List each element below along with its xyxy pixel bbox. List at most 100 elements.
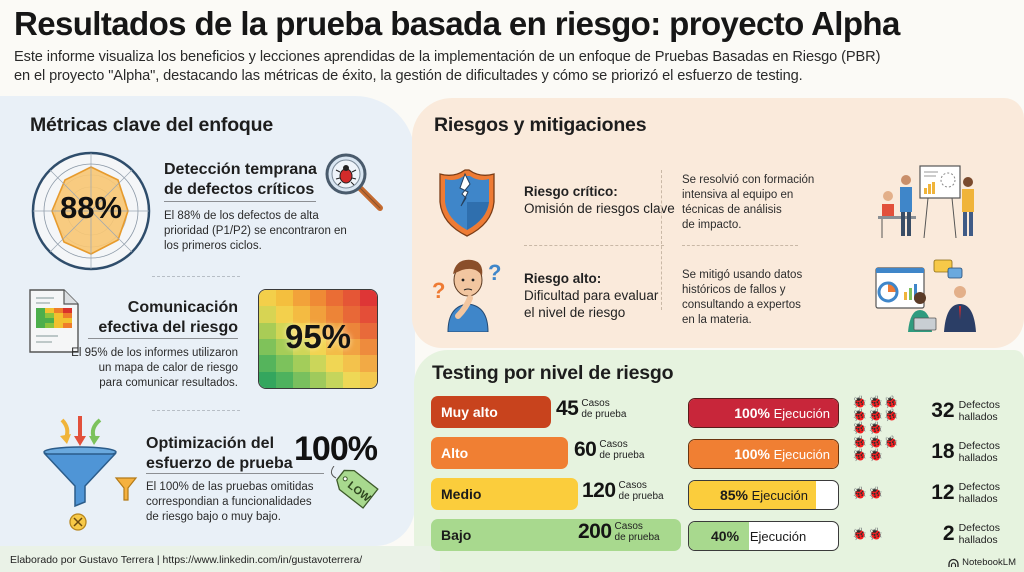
execution-text: 40% Ejecución bbox=[711, 522, 806, 550]
label-line: hallados bbox=[958, 493, 998, 505]
cases-number: 200 bbox=[578, 520, 612, 543]
desc-line: El 100% de las pruebas omitidas bbox=[146, 481, 314, 493]
bug-icon: 🐞 bbox=[867, 448, 883, 462]
risk-critical-label: Riesgo crítico: Omisión de riesgos clave bbox=[524, 183, 675, 217]
label-line: hallados bbox=[958, 452, 998, 464]
divider bbox=[661, 170, 662, 310]
heading-line: efectiva del riesgo bbox=[98, 319, 238, 336]
execution-fill bbox=[689, 522, 749, 550]
label-line: hallados bbox=[958, 534, 998, 546]
label-line: Defectos bbox=[958, 440, 1000, 452]
divider bbox=[682, 245, 798, 246]
risk-desc: Omisión de riesgos clave bbox=[524, 201, 675, 216]
defects-label: Defectos hallados bbox=[959, 440, 1000, 464]
divider bbox=[524, 245, 664, 246]
cases-number: 120 bbox=[582, 479, 616, 502]
page-title: Resultados de la prueba basada en riesgo… bbox=[14, 5, 900, 42]
level-bar-alto: Alto bbox=[431, 437, 568, 469]
risk-desc: el nivel de riesgo bbox=[524, 305, 626, 320]
cases-count: 60 Casos de prueba bbox=[574, 438, 644, 462]
bug-icon: 🐞 bbox=[867, 408, 883, 422]
divider bbox=[146, 473, 324, 474]
cases-label: Casos de prueba bbox=[615, 521, 660, 543]
defects-count: 12 Defectos hallados bbox=[900, 481, 1000, 505]
execution-percent: 40% bbox=[711, 528, 740, 544]
broken-shield-icon bbox=[439, 169, 495, 237]
bug-icons: 🐞 🐞 bbox=[852, 528, 914, 541]
label-line: Defectos bbox=[958, 522, 1000, 534]
execution-percent: 85% bbox=[719, 487, 748, 503]
metric-heading: Detección temprana de defectos críticos bbox=[164, 160, 317, 200]
execution-fill bbox=[689, 399, 838, 427]
level-bar-muy-alto: Muy alto bbox=[431, 396, 551, 428]
defects-count: 2 Defectos hallados bbox=[900, 522, 1000, 546]
mitigation-line: de impacto. bbox=[682, 219, 742, 231]
bug-icons: 🐞 🐞 bbox=[852, 487, 914, 500]
team-training-illustration bbox=[878, 165, 974, 239]
risk-high-label: Riesgo alto: Dificultad para evaluar el … bbox=[524, 270, 658, 321]
author-credit: Elaborado por Gustavo Terrera | https://… bbox=[10, 554, 363, 566]
defects-number: 2 bbox=[942, 522, 955, 545]
desc-line: de riesgo bajo o muy bajo. bbox=[146, 511, 281, 523]
label-line: Casos bbox=[614, 521, 643, 532]
bug-icon: 🐞 bbox=[867, 421, 883, 435]
cases-label: Casos de prueba bbox=[599, 439, 644, 461]
mitigation-line: en la materia. bbox=[682, 314, 752, 326]
label-line: de prueba bbox=[618, 491, 664, 502]
bug-icons: 🐞 🐞 🐞 🐞 🐞 🐞 🐞 🐞 bbox=[852, 396, 914, 435]
mitigation-line: Se mitigó usando datos bbox=[682, 269, 803, 281]
metric-description: El 100% de las pruebas omitidas correspo… bbox=[146, 480, 314, 525]
risk-desc: Dificultad para evaluar bbox=[524, 288, 659, 303]
execution-label: Ejecución bbox=[749, 529, 807, 544]
header: Resultados de la prueba basada en riesgo… bbox=[14, 4, 1014, 86]
brand-label: NotebookLM bbox=[962, 557, 1016, 568]
label-line: Defectos bbox=[958, 399, 1000, 411]
desc-line: un mapa de calor de riesgo bbox=[98, 362, 238, 374]
testing-section-title: Testing por nivel de riesgo bbox=[432, 362, 674, 384]
divider bbox=[88, 338, 238, 339]
mitigation-line: técnicas de análisis bbox=[682, 204, 782, 216]
label-line: hallados bbox=[958, 411, 998, 423]
svg-text:?: ? bbox=[488, 260, 501, 285]
bug-icon: 🐞 bbox=[867, 527, 883, 541]
desc-line: prioridad (P1/P2) se encontraron en bbox=[164, 225, 347, 237]
bug-icon: 🐞 bbox=[852, 421, 867, 435]
label-line: de prueba bbox=[581, 409, 627, 420]
defects-label: Defectos hallados bbox=[959, 481, 1000, 505]
defects-label: Defectos hallados bbox=[959, 399, 1000, 423]
label-line: Defectos bbox=[958, 481, 1000, 493]
execution-fill bbox=[689, 481, 816, 509]
level-bar-bajo: Bajo bbox=[431, 519, 681, 551]
metric-heading: Comunicación efectiva del riesgo bbox=[80, 298, 238, 338]
defects-count: 32 Defectos hallados bbox=[900, 399, 1000, 423]
bug-icon: 🐞 bbox=[852, 395, 867, 409]
bug-icon: 🐞 bbox=[883, 408, 899, 422]
heading-line: Optimización del bbox=[146, 435, 275, 452]
mitigation-line: históricos de fallos y bbox=[682, 284, 786, 296]
funnel-icon bbox=[43, 416, 138, 531]
cases-count: 120 Casos de prueba bbox=[582, 479, 664, 503]
footer-band bbox=[0, 546, 440, 572]
defects-number: 18 bbox=[931, 440, 955, 463]
bug-icon: 🐞 bbox=[852, 408, 867, 422]
subtitle-line: en el proyecto "Alpha", destacando las m… bbox=[14, 68, 803, 84]
desc-line: correspondian a funcionalidades bbox=[146, 496, 312, 508]
desc-line: los primeros ciclos. bbox=[164, 240, 262, 252]
risks-section-title: Riesgos y mitigaciones bbox=[434, 114, 647, 136]
bug-icon: 🐞 bbox=[867, 395, 883, 409]
subtitle-line: Este informe visualiza los beneficios y … bbox=[14, 49, 881, 65]
desc-line: para comunicar resultados. bbox=[99, 377, 238, 389]
execution-percent: 100% bbox=[734, 405, 770, 421]
desc-line: El 88% de los defectos de alta bbox=[164, 210, 319, 222]
magnifier-bug-icon bbox=[325, 153, 383, 211]
bug-icon: 🐞 bbox=[852, 486, 867, 500]
label-line: de prueba bbox=[599, 450, 645, 461]
svg-text:?: ? bbox=[432, 278, 445, 303]
radar-chart-icon bbox=[31, 151, 151, 271]
notebooklm-brand: NotebookLM bbox=[948, 557, 1016, 568]
heading-line: Comunicación bbox=[127, 299, 238, 316]
execution-bar: 100% Ejecución bbox=[688, 439, 839, 469]
divider bbox=[152, 276, 240, 277]
divider bbox=[152, 410, 240, 411]
metrics-section-title: Métricas clave del enfoque bbox=[30, 114, 273, 136]
